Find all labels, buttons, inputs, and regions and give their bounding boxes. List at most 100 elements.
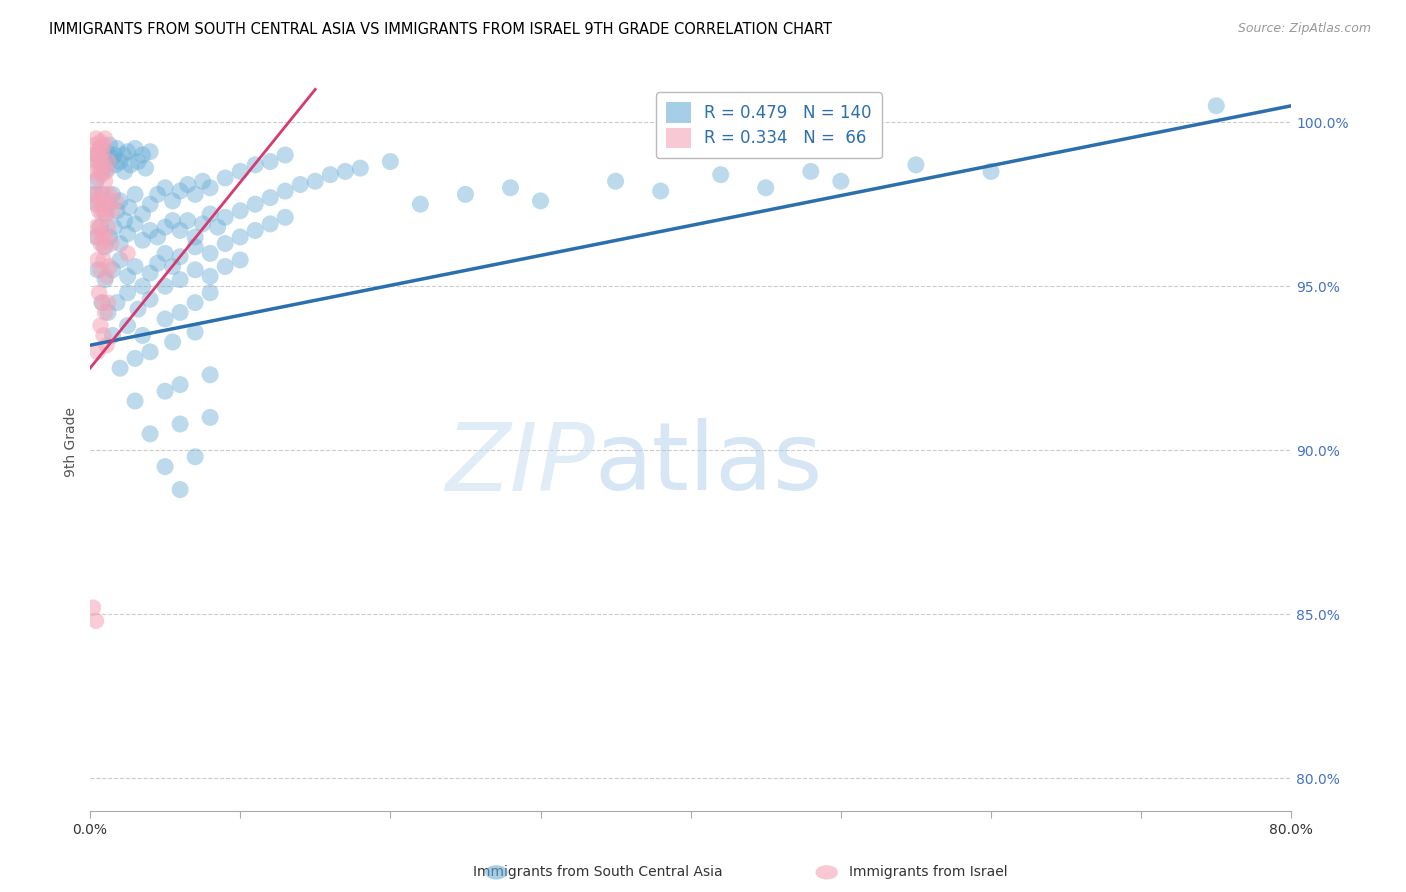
Point <box>131 279 153 293</box>
Point <box>86 262 108 277</box>
Point <box>169 272 191 286</box>
Y-axis label: 9th Grade: 9th Grade <box>65 407 79 477</box>
Point <box>153 181 176 195</box>
Point <box>94 240 117 254</box>
Point <box>86 148 108 162</box>
Point <box>82 148 104 162</box>
Point <box>131 148 153 162</box>
Point <box>198 246 221 260</box>
Point <box>104 194 127 208</box>
Point <box>980 164 1002 178</box>
Point <box>259 154 281 169</box>
Point <box>101 151 124 165</box>
Point <box>117 285 139 300</box>
Point <box>162 213 184 227</box>
Point <box>91 295 114 310</box>
Point <box>87 141 110 155</box>
Point <box>146 187 169 202</box>
Point <box>96 207 118 221</box>
Point <box>139 293 162 307</box>
Point <box>84 154 107 169</box>
Point <box>184 325 207 339</box>
Point <box>198 269 221 284</box>
Point <box>87 285 110 300</box>
Point <box>108 154 131 169</box>
Point <box>650 184 672 198</box>
Point <box>274 211 297 225</box>
Point <box>229 252 252 267</box>
Point <box>84 614 107 628</box>
Point <box>105 295 128 310</box>
Point <box>87 154 110 169</box>
Point <box>245 197 267 211</box>
Point <box>114 213 136 227</box>
Point <box>605 174 627 188</box>
Point <box>117 318 139 333</box>
Point <box>93 197 115 211</box>
Point <box>214 260 236 274</box>
Point <box>87 203 110 218</box>
Point <box>830 174 852 188</box>
Point <box>127 154 149 169</box>
Point <box>139 223 162 237</box>
Point <box>97 295 120 310</box>
Point <box>169 377 191 392</box>
Point <box>86 148 108 162</box>
Point <box>162 334 184 349</box>
Point <box>198 207 221 221</box>
Point <box>229 164 252 178</box>
Point <box>139 266 162 280</box>
Point <box>89 135 111 149</box>
Point <box>169 250 191 264</box>
Point <box>146 256 169 270</box>
Point <box>86 230 108 244</box>
Point <box>97 220 120 235</box>
Point <box>229 203 252 218</box>
Point <box>153 459 176 474</box>
Point <box>120 158 142 172</box>
Point <box>103 148 125 162</box>
Point <box>91 227 114 241</box>
Point <box>169 184 191 198</box>
Point <box>86 170 108 185</box>
Point <box>98 138 121 153</box>
Point <box>108 252 131 267</box>
Point <box>274 148 297 162</box>
Point <box>86 187 108 202</box>
Point <box>98 187 121 202</box>
Point <box>82 600 104 615</box>
Point <box>290 178 312 192</box>
Text: Immigrants from Israel: Immigrants from Israel <box>849 865 1007 880</box>
Point <box>176 178 198 192</box>
Point <box>108 361 131 376</box>
Point <box>93 158 115 172</box>
Point <box>84 174 107 188</box>
Point <box>162 194 184 208</box>
Point <box>89 318 111 333</box>
Point <box>117 227 139 241</box>
Point <box>83 187 105 202</box>
Point <box>83 138 105 153</box>
Point <box>499 181 522 195</box>
Point <box>755 181 778 195</box>
Text: Immigrants from South Central Asia: Immigrants from South Central Asia <box>472 865 723 880</box>
Text: atlas: atlas <box>595 418 823 510</box>
Point <box>162 260 184 274</box>
Point <box>207 220 229 235</box>
Point <box>229 230 252 244</box>
Point <box>91 168 114 182</box>
Point <box>94 174 117 188</box>
Point <box>191 217 214 231</box>
Point <box>89 141 111 155</box>
Point <box>112 148 135 162</box>
Point <box>89 220 111 235</box>
Point <box>529 194 551 208</box>
Point <box>259 217 281 231</box>
Point <box>96 338 118 352</box>
Point <box>86 344 108 359</box>
Point <box>153 384 176 399</box>
Text: Source: ZipAtlas.com: Source: ZipAtlas.com <box>1237 22 1371 36</box>
Point <box>117 246 139 260</box>
Point <box>94 272 117 286</box>
Point <box>93 240 115 254</box>
